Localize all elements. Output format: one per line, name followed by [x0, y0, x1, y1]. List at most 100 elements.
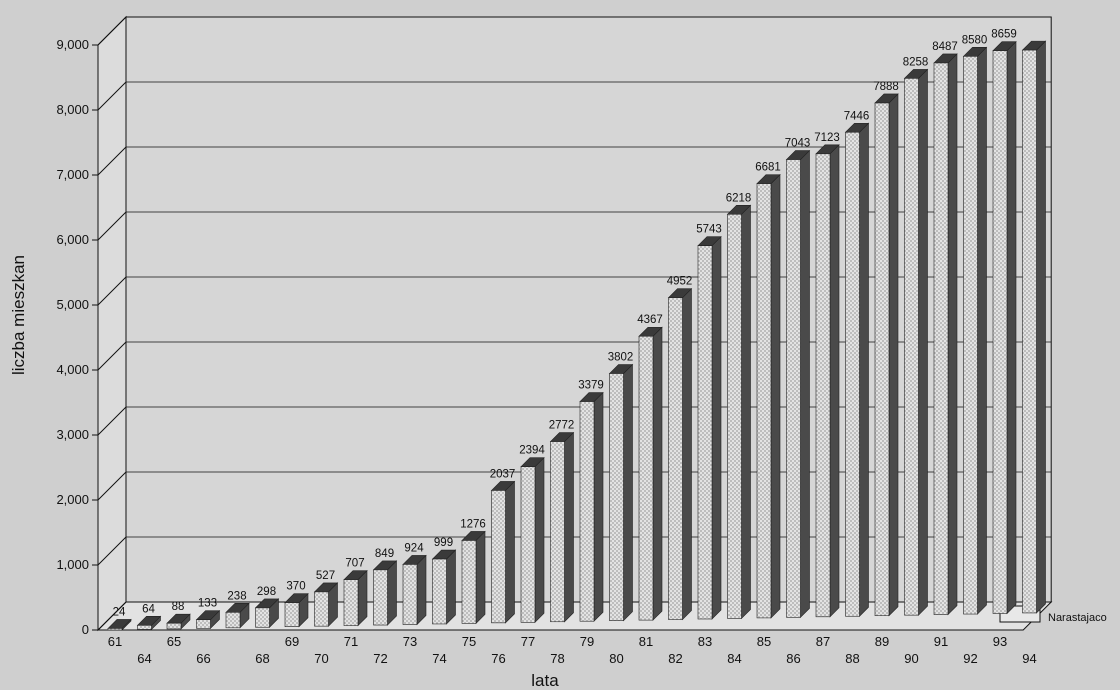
y-tick-label: 9,000: [56, 37, 89, 52]
bar: [137, 624, 152, 630]
gridline-side: [97, 471, 127, 501]
x-tick-label: 87: [816, 634, 830, 649]
data-label: 88: [172, 601, 185, 613]
y-tick-label: 0: [82, 622, 89, 637]
bar: [550, 441, 565, 623]
data-label: 8580: [962, 34, 988, 46]
data-label: 2772: [549, 420, 575, 432]
bar: [815, 153, 831, 618]
x-tick-label: 72: [373, 651, 387, 666]
x-tick-label: 61: [108, 634, 122, 649]
bar: [786, 159, 801, 618]
x-tick-label: 85: [757, 634, 771, 649]
y-tick-label: 7,000: [56, 167, 89, 182]
x-tick-label: 69: [285, 634, 299, 649]
gridline-side: [97, 211, 127, 241]
bar: [963, 56, 978, 615]
data-label: 707: [345, 558, 364, 570]
data-label: 4952: [667, 276, 693, 288]
y-tick-label: 5,000: [56, 297, 89, 312]
x-tick-label: 76: [491, 651, 505, 666]
bar: [845, 131, 860, 617]
x-tick-label: 73: [403, 634, 417, 649]
bar: [520, 466, 536, 623]
x-tick-label: 64: [137, 651, 151, 666]
data-label: 3379: [578, 380, 604, 392]
bar-side: [534, 456, 545, 624]
x-tick-label: 70: [314, 651, 328, 666]
bar-side: [1006, 40, 1017, 615]
data-label: 133: [198, 598, 217, 610]
x-tick-label: 74: [432, 651, 446, 666]
data-label: 3802: [608, 352, 634, 364]
bar-side: [829, 144, 840, 618]
bar-side: [770, 173, 781, 619]
gridline-side: [97, 81, 127, 111]
bars: [107, 40, 1047, 631]
x-tick-label: 71: [344, 634, 358, 649]
data-label: 8258: [903, 56, 929, 68]
bar: [343, 579, 359, 626]
data-label: 2037: [490, 468, 516, 480]
x-tick-label: 93: [993, 634, 1007, 649]
gridline-side: [97, 406, 127, 436]
y-tick-label: 6,000: [56, 232, 89, 247]
bar-side: [416, 554, 427, 626]
bar: [874, 102, 890, 616]
data-label: 4367: [637, 314, 663, 326]
bar: [432, 558, 447, 625]
gridline-side: [97, 16, 127, 46]
x-tick-label: 79: [580, 634, 594, 649]
x-tick-label: 65: [167, 634, 181, 649]
bar: [1022, 49, 1037, 614]
data-label: 849: [375, 548, 394, 560]
x-tick-label: 91: [934, 634, 948, 649]
x-tick-label: 83: [698, 634, 712, 649]
side-wall: [97, 15, 127, 632]
x-tick-label: 75: [462, 634, 476, 649]
x-tick-label: 89: [875, 634, 889, 649]
bar-side: [682, 287, 692, 621]
data-label: 238: [227, 590, 246, 602]
gridline-side: [97, 146, 127, 176]
bar: [727, 213, 742, 619]
bar-side: [859, 122, 869, 617]
bar: [933, 62, 949, 615]
x-tick-label: 90: [904, 651, 918, 666]
data-label: 6681: [755, 162, 781, 174]
legend-series-name: Narastajaco: [1048, 612, 1107, 624]
x-tick-label: 88: [845, 651, 859, 666]
x-tick-label: 81: [639, 634, 653, 649]
bar-side: [593, 391, 604, 622]
bar: [284, 602, 300, 628]
x-tick-label: 80: [609, 651, 623, 666]
data-label: 7446: [844, 110, 870, 122]
bar: [609, 373, 624, 621]
bar-side: [505, 480, 515, 624]
bar-side: [888, 93, 899, 617]
bar: [756, 183, 772, 619]
data-label: 999: [434, 537, 453, 549]
gridline-side: [97, 276, 127, 306]
data-label: 7043: [785, 138, 811, 150]
data-label: 924: [404, 542, 424, 554]
data-label: 298: [257, 586, 276, 598]
bar: [461, 540, 477, 624]
bar-side: [800, 149, 810, 619]
bar-side: [1036, 40, 1046, 614]
y-tick-labels: 0 1,000 2,000 3,000 4,000 5,000 6,000 7,000 8,00…: [56, 37, 89, 637]
x-tick-label: 66: [196, 651, 210, 666]
data-label: 6218: [726, 192, 752, 204]
data-label: 7123: [814, 132, 840, 144]
bar: [255, 607, 270, 628]
bar-side: [741, 204, 751, 620]
bar-side: [387, 560, 397, 626]
bar: [225, 612, 241, 629]
bar: [196, 619, 211, 629]
value-labels: 24 64 88 133 238 298 370 527 707 849 924 999 1276 203…: [113, 29, 1017, 619]
data-label: 370: [286, 581, 305, 593]
y-axis-title: liczba mieszkan: [9, 255, 28, 375]
bar-side: [357, 569, 368, 627]
